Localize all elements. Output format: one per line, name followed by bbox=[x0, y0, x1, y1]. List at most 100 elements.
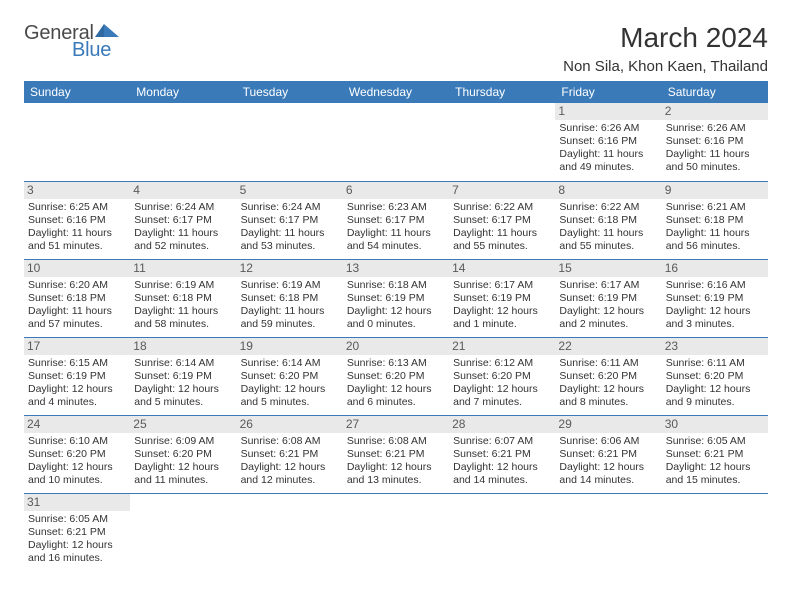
calendar-cell bbox=[343, 103, 449, 181]
cell-daylight2: and 16 minutes. bbox=[28, 552, 126, 565]
cell-sunset: Sunset: 6:16 PM bbox=[666, 135, 764, 148]
cell-daylight1: Daylight: 12 hours bbox=[666, 383, 764, 396]
cell-sunset: Sunset: 6:21 PM bbox=[559, 448, 657, 461]
cell-daylight1: Daylight: 12 hours bbox=[134, 461, 232, 474]
cell-sunrise: Sunrise: 6:23 AM bbox=[347, 201, 445, 214]
cell-sunset: Sunset: 6:20 PM bbox=[666, 370, 764, 383]
cell-sunset: Sunset: 6:21 PM bbox=[347, 448, 445, 461]
calendar-cell: 10Sunrise: 6:20 AMSunset: 6:18 PMDayligh… bbox=[24, 259, 130, 337]
calendar-head: SundayMondayTuesdayWednesdayThursdayFrid… bbox=[24, 81, 768, 103]
cell-sunset: Sunset: 6:20 PM bbox=[347, 370, 445, 383]
cell-daylight2: and 2 minutes. bbox=[559, 318, 657, 331]
cell-daylight2: and 10 minutes. bbox=[28, 474, 126, 487]
cell-sunset: Sunset: 6:19 PM bbox=[666, 292, 764, 305]
cell-sunset: Sunset: 6:20 PM bbox=[559, 370, 657, 383]
header: GeneralBlue March 2024 Non Sila, Khon Ka… bbox=[24, 22, 768, 75]
cell-sunset: Sunset: 6:20 PM bbox=[134, 448, 232, 461]
calendar-cell: 2Sunrise: 6:26 AMSunset: 6:16 PMDaylight… bbox=[662, 103, 768, 181]
cell-daylight2: and 4 minutes. bbox=[28, 396, 126, 409]
calendar-cell bbox=[555, 493, 661, 571]
cell-sunset: Sunset: 6:18 PM bbox=[134, 292, 232, 305]
cell-daylight2: and 55 minutes. bbox=[559, 240, 657, 253]
cell-daylight1: Daylight: 12 hours bbox=[241, 461, 339, 474]
cell-sunrise: Sunrise: 6:19 AM bbox=[134, 279, 232, 292]
cell-sunrise: Sunrise: 6:08 AM bbox=[241, 435, 339, 448]
cell-sunrise: Sunrise: 6:15 AM bbox=[28, 357, 126, 370]
cell-sunrise: Sunrise: 6:16 AM bbox=[666, 279, 764, 292]
calendar-cell: 16Sunrise: 6:16 AMSunset: 6:19 PMDayligh… bbox=[662, 259, 768, 337]
cell-sunrise: Sunrise: 6:05 AM bbox=[28, 513, 126, 526]
calendar-cell: 17Sunrise: 6:15 AMSunset: 6:19 PMDayligh… bbox=[24, 337, 130, 415]
cell-sunrise: Sunrise: 6:14 AM bbox=[134, 357, 232, 370]
cell-sunrise: Sunrise: 6:08 AM bbox=[347, 435, 445, 448]
cell-daylight2: and 56 minutes. bbox=[666, 240, 764, 253]
calendar-cell bbox=[449, 103, 555, 181]
cell-daylight2: and 11 minutes. bbox=[134, 474, 232, 487]
cell-daylight2: and 49 minutes. bbox=[559, 161, 657, 174]
calendar-table: SundayMondayTuesdayWednesdayThursdayFrid… bbox=[24, 81, 768, 571]
calendar-row: 17 Sunrise: 6:15 AM Sunset: 6:19 PM Dayligh… bbox=[24, 337, 768, 415]
cell-daylight1: Daylight: 11 hours bbox=[666, 227, 764, 240]
calendar-cell: 25Sunrise: 6:09 AMSunset: 6:20 PMDayligh… bbox=[130, 415, 236, 493]
calendar-cell: 27Sunrise: 6:08 AMSunset: 6:21 PMDayligh… bbox=[343, 415, 449, 493]
cell-daylight1: Daylight: 11 hours bbox=[28, 227, 126, 240]
cell-daylight2: and 14 minutes. bbox=[453, 474, 551, 487]
day-number: 29 bbox=[555, 416, 661, 433]
cell-sunrise: Sunrise: 6:12 AM bbox=[453, 357, 551, 370]
calendar-cell: 22Sunrise: 6:11 AMSunset: 6:20 PMDayligh… bbox=[555, 337, 661, 415]
cell-daylight1: Daylight: 11 hours bbox=[241, 227, 339, 240]
cell-sunset: Sunset: 6:20 PM bbox=[453, 370, 551, 383]
cell-sunrise: Sunrise: 6:19 AM bbox=[241, 279, 339, 292]
cell-sunrise: Sunrise: 6:21 AM bbox=[666, 201, 764, 214]
cell-sunrise: Sunrise: 6:09 AM bbox=[134, 435, 232, 448]
calendar-cell bbox=[130, 103, 236, 181]
cell-sunrise: Sunrise: 6:05 AM bbox=[666, 435, 764, 448]
cell-daylight2: and 53 minutes. bbox=[241, 240, 339, 253]
cell-daylight2: and 12 minutes. bbox=[241, 474, 339, 487]
day-number: 17 bbox=[24, 338, 130, 355]
day-number: 6 bbox=[343, 182, 449, 199]
day-number: 27 bbox=[343, 416, 449, 433]
cell-sunset: Sunset: 6:21 PM bbox=[28, 526, 126, 539]
cell-daylight2: and 6 minutes. bbox=[347, 396, 445, 409]
day-number: 4 bbox=[130, 182, 236, 199]
cell-daylight2: and 50 minutes. bbox=[666, 161, 764, 174]
logo: GeneralBlue bbox=[24, 22, 121, 62]
cell-daylight1: Daylight: 12 hours bbox=[453, 461, 551, 474]
weekday-header: Sunday bbox=[24, 81, 130, 103]
weekday-header: Friday bbox=[555, 81, 661, 103]
cell-sunrise: Sunrise: 6:18 AM bbox=[347, 279, 445, 292]
calendar-row: 3Sunrise: 6:25 AMSunset: 6:16 PMDaylight… bbox=[24, 181, 768, 259]
calendar-row: 24Sunrise: 6:10 AMSunset: 6:20 PMDayligh… bbox=[24, 415, 768, 493]
cell-sunset: Sunset: 6:21 PM bbox=[241, 448, 339, 461]
weekday-header: Wednesday bbox=[343, 81, 449, 103]
cell-daylight1: Daylight: 12 hours bbox=[666, 305, 764, 318]
calendar-cell bbox=[449, 493, 555, 571]
cell-sunrise: Sunrise: 6:14 AM bbox=[241, 357, 339, 370]
cell-sunrise: Sunrise: 6:24 AM bbox=[134, 201, 232, 214]
calendar-row: 10Sunrise: 6:20 AMSunset: 6:18 PMDayligh… bbox=[24, 259, 768, 337]
cell-daylight2: and 57 minutes. bbox=[28, 318, 126, 331]
calendar-cell: 12Sunrise: 6:19 AMSunset: 6:18 PMDayligh… bbox=[237, 259, 343, 337]
calendar-cell bbox=[237, 493, 343, 571]
day-number: 15 bbox=[555, 260, 661, 277]
cell-daylight2: and 1 minute. bbox=[453, 318, 551, 331]
day-number: 12 bbox=[237, 260, 343, 277]
calendar-cell: 30Sunrise: 6:05 AMSunset: 6:21 PMDayligh… bbox=[662, 415, 768, 493]
cell-daylight1: Daylight: 11 hours bbox=[666, 148, 764, 161]
cell-sunset: Sunset: 6:20 PM bbox=[241, 370, 339, 383]
day-number: 1 bbox=[555, 103, 661, 120]
calendar-cell: 1Sunrise: 6:26 AMSunset: 6:16 PMDaylight… bbox=[555, 103, 661, 181]
cell-daylight2: and 52 minutes. bbox=[134, 240, 232, 253]
calendar-cell: 3Sunrise: 6:25 AMSunset: 6:16 PMDaylight… bbox=[24, 181, 130, 259]
calendar-cell: 29Sunrise: 6:06 AMSunset: 6:21 PMDayligh… bbox=[555, 415, 661, 493]
cell-daylight2: and 59 minutes. bbox=[241, 318, 339, 331]
calendar-cell: 24Sunrise: 6:10 AMSunset: 6:20 PMDayligh… bbox=[24, 415, 130, 493]
calendar-cell: 15Sunrise: 6:17 AMSunset: 6:19 PMDayligh… bbox=[555, 259, 661, 337]
cell-sunset: Sunset: 6:19 PM bbox=[134, 370, 232, 383]
day-number: 30 bbox=[662, 416, 768, 433]
day-number: 20 bbox=[343, 338, 449, 355]
calendar-cell: 9Sunrise: 6:21 AMSunset: 6:18 PMDaylight… bbox=[662, 181, 768, 259]
day-number: 7 bbox=[449, 182, 555, 199]
cell-daylight1: Daylight: 11 hours bbox=[559, 148, 657, 161]
